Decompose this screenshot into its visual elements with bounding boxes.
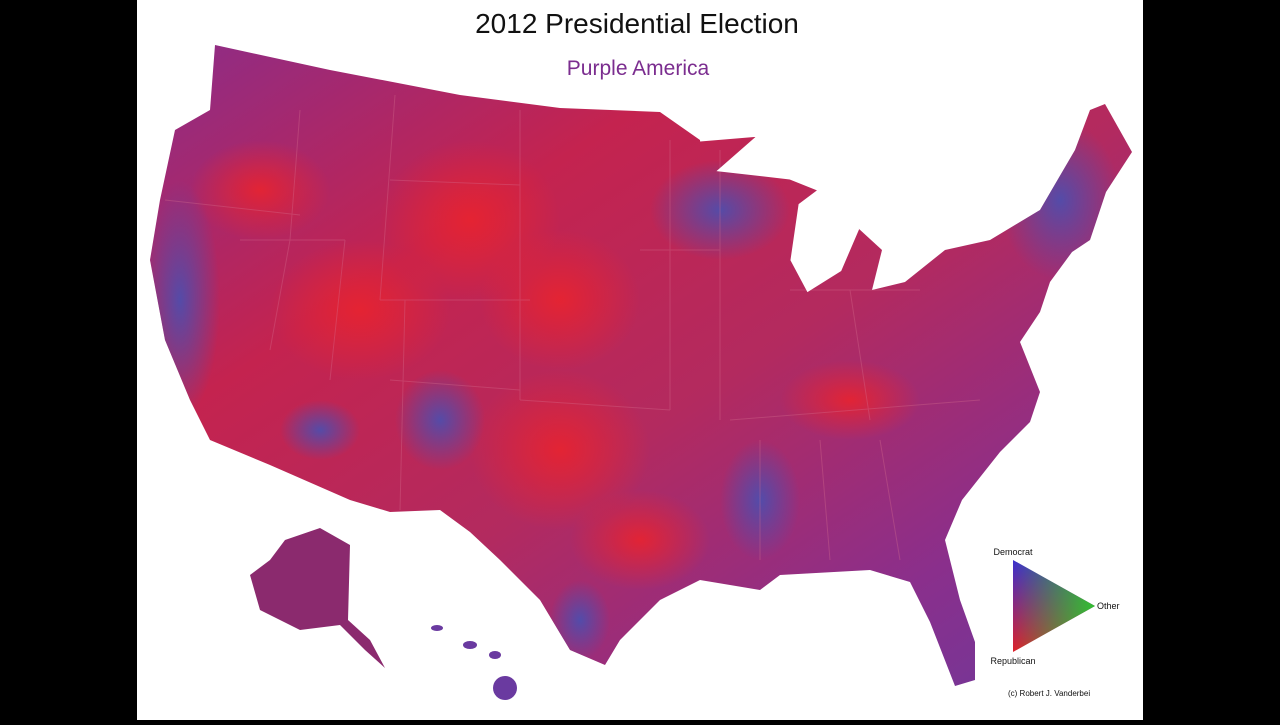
region (470, 370, 650, 530)
legend: Democrat Other Republican (990, 547, 1119, 666)
island (431, 625, 443, 631)
subtitle: Purple America (567, 57, 710, 80)
alaska (250, 528, 385, 668)
legend-label: Republican (990, 656, 1035, 666)
legend-label: Other (1097, 601, 1120, 611)
credit: (c) Robert J. Vanderbei (1008, 689, 1090, 698)
legend-triangle-overlay (1013, 560, 1095, 652)
great-lakes (699, 133, 860, 293)
title: 2012 Presidential Election (475, 8, 799, 39)
region (190, 140, 330, 240)
island (463, 641, 477, 649)
region (480, 230, 640, 370)
island (489, 651, 501, 659)
region (280, 400, 360, 460)
region (720, 440, 800, 560)
region (650, 160, 790, 260)
region (570, 490, 710, 590)
region (550, 580, 610, 660)
hawaii (431, 625, 517, 700)
region (780, 360, 920, 440)
island (493, 676, 517, 700)
legend-label: Democrat (993, 547, 1033, 557)
state-borders (164, 94, 981, 561)
region (395, 370, 485, 470)
